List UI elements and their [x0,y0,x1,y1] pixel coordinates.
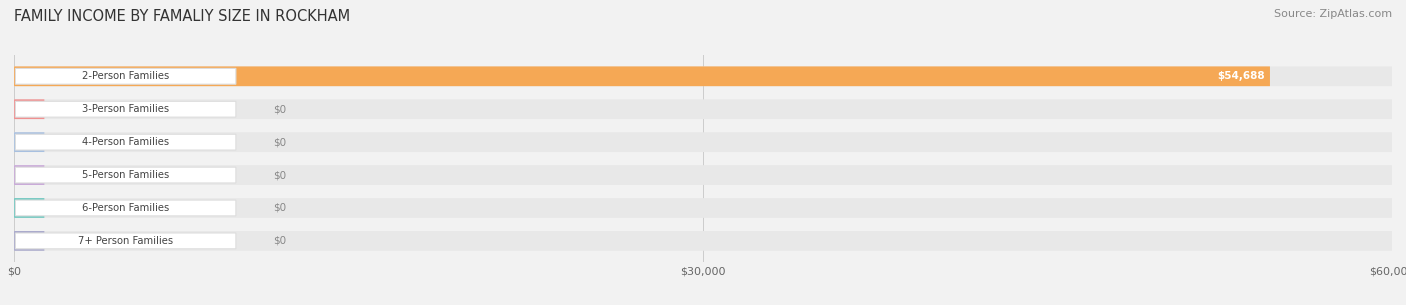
FancyBboxPatch shape [14,66,1270,86]
Text: 6-Person Families: 6-Person Families [82,203,169,213]
Text: 2-Person Families: 2-Person Families [82,71,169,81]
FancyBboxPatch shape [14,99,45,119]
Text: $0: $0 [273,236,287,246]
FancyBboxPatch shape [14,132,1392,152]
Text: 7+ Person Families: 7+ Person Families [79,236,173,246]
FancyBboxPatch shape [14,165,1392,185]
FancyBboxPatch shape [15,167,236,183]
Text: $0: $0 [273,104,287,114]
FancyBboxPatch shape [14,132,45,152]
FancyBboxPatch shape [14,66,1392,86]
Text: FAMILY INCOME BY FAMALIY SIZE IN ROCKHAM: FAMILY INCOME BY FAMALIY SIZE IN ROCKHAM [14,9,350,24]
FancyBboxPatch shape [14,165,45,185]
Text: $0: $0 [273,170,287,180]
FancyBboxPatch shape [14,198,1392,218]
FancyBboxPatch shape [15,233,236,249]
Text: 5-Person Families: 5-Person Families [82,170,169,180]
Text: 4-Person Families: 4-Person Families [82,137,169,147]
Text: $0: $0 [273,203,287,213]
FancyBboxPatch shape [14,231,45,251]
Text: $0: $0 [273,137,287,147]
FancyBboxPatch shape [14,198,45,218]
FancyBboxPatch shape [14,231,1392,251]
Text: $54,688: $54,688 [1216,71,1264,81]
FancyBboxPatch shape [15,68,236,84]
FancyBboxPatch shape [14,99,1392,119]
Text: Source: ZipAtlas.com: Source: ZipAtlas.com [1274,9,1392,19]
FancyBboxPatch shape [15,134,236,150]
FancyBboxPatch shape [15,200,236,216]
FancyBboxPatch shape [15,101,236,117]
Text: 3-Person Families: 3-Person Families [82,104,169,114]
